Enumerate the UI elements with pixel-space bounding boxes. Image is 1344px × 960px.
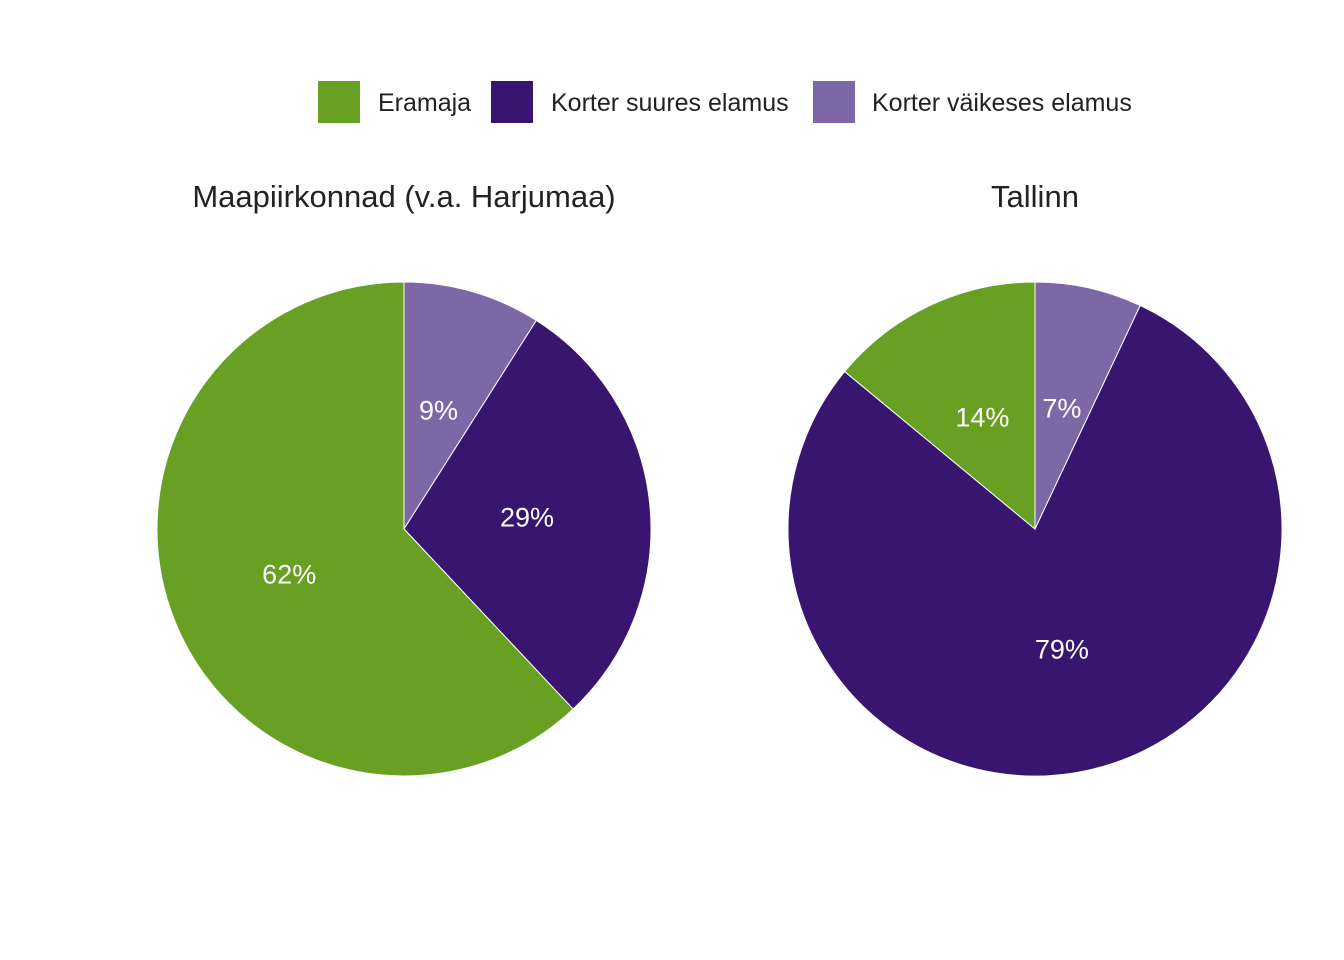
legend: Eramaja Korter suures elamus Korter väikes… — [318, 81, 1132, 123]
slice-label-eramaja: 14% — [955, 402, 1009, 432]
legend-label-korter-suures-elamus: Korter suures elamus — [551, 89, 789, 117]
legend-label-korter-väikeses-elamus: Korter väikeses elamus — [872, 89, 1132, 117]
legend-item-korter-väikeses-elamus: Korter väikeses elamus — [813, 81, 1132, 123]
pie-slice-eramaja — [843, 281, 1036, 531]
slice-label-korter-väikeses-elamus: 9% — [419, 395, 458, 425]
pie-slice-labels: 9% 29% 62% — [262, 395, 554, 589]
legend-item-eramaja: Eramaja — [318, 81, 471, 123]
pie-slices — [787, 281, 1283, 777]
pie-panel-tallinn: Tallinn 7% 79% 14% — [787, 179, 1283, 777]
legend-swatch-korter-väikeses-elamus — [813, 81, 855, 123]
legend-item-korter-suures-elamus: Korter suures elamus — [491, 81, 789, 123]
slice-label-korter-väikeses-elamus: 7% — [1042, 394, 1081, 424]
pie-slice-korter-väikeses-elamus — [403, 281, 538, 531]
legend-swatch-korter-suures-elamus — [491, 81, 533, 123]
legend-swatch-eramaja — [318, 81, 360, 123]
slice-label-korter-suures-elamus: 29% — [500, 502, 554, 532]
pie-slice-korter-suures-elamus — [403, 319, 652, 710]
slice-label-eramaja: 62% — [262, 560, 316, 590]
pie-slice-korter-suures-elamus — [787, 304, 1283, 777]
panel-title: Tallinn — [991, 179, 1079, 214]
pie-slice-labels: 7% 79% 14% — [955, 394, 1089, 665]
slice-label-korter-suures-elamus: 79% — [1035, 635, 1089, 665]
pie-slices — [156, 281, 652, 777]
legend-label-eramaja: Eramaja — [378, 89, 471, 117]
pie-slice-korter-väikeses-elamus — [1034, 281, 1141, 530]
pie-slice-eramaja — [156, 281, 574, 777]
panel-title: Maapiirkonnad (v.a. Harjumaa) — [192, 179, 615, 214]
pie-panel-maapiirkonnad-v-a-harjumaa: Maapiirkonnad (v.a. Harjumaa) 9% 29% 62% — [156, 179, 652, 777]
pie-panels: Maapiirkonnad (v.a. Harjumaa) 9% 29% 62% Tal… — [156, 179, 1283, 777]
